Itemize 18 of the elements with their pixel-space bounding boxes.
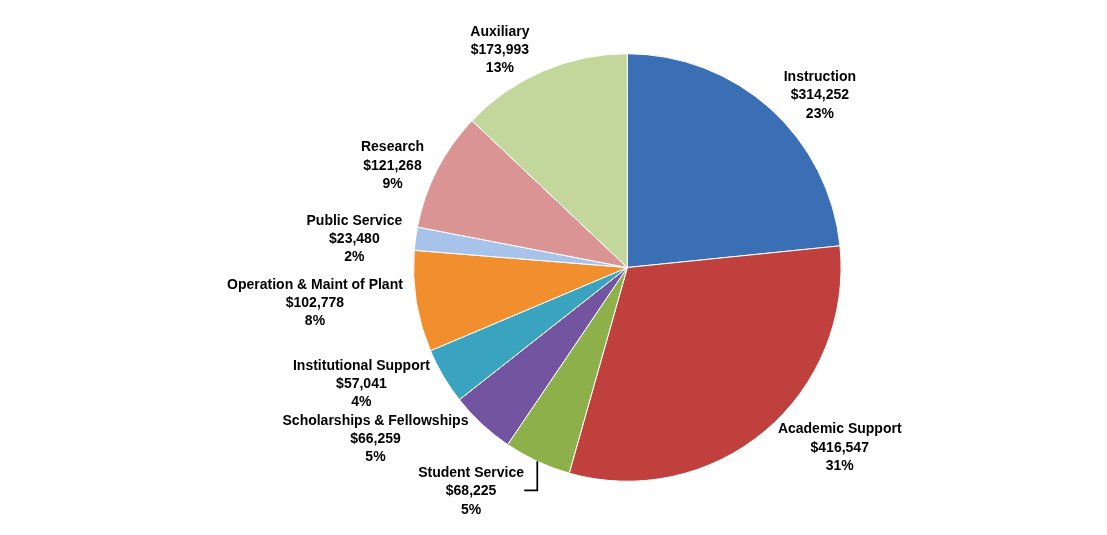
- data-label: $23,480 2%: [329, 230, 380, 265]
- data-label: $68,225 5%: [445, 482, 497, 517]
- slice-label: Research: [360, 138, 425, 155]
- slice-label: Scholarships & Fellowships: [282, 411, 469, 428]
- data-label: $66,259 5%: [350, 430, 401, 465]
- data-label: $416,547 31%: [810, 438, 870, 473]
- slice-label: Instruction: [783, 68, 857, 85]
- slice-label: Institutional Support: [292, 356, 431, 373]
- slice-label: Operation & Maint of Plant: [227, 275, 404, 292]
- slice-label: Academic Support: [777, 420, 902, 437]
- slice-label: Auxiliary: [470, 22, 530, 39]
- data-label: $314,252 23%: [790, 86, 850, 121]
- slice-label: Public Service: [306, 211, 403, 228]
- data-label: $57,041 4%: [336, 374, 387, 410]
- data-label: $173,993 13%: [470, 41, 530, 76]
- data-label: $121,268 9%: [363, 156, 422, 191]
- data-label: $102,778 8%: [285, 294, 345, 329]
- slice-label: Student Service: [418, 464, 525, 481]
